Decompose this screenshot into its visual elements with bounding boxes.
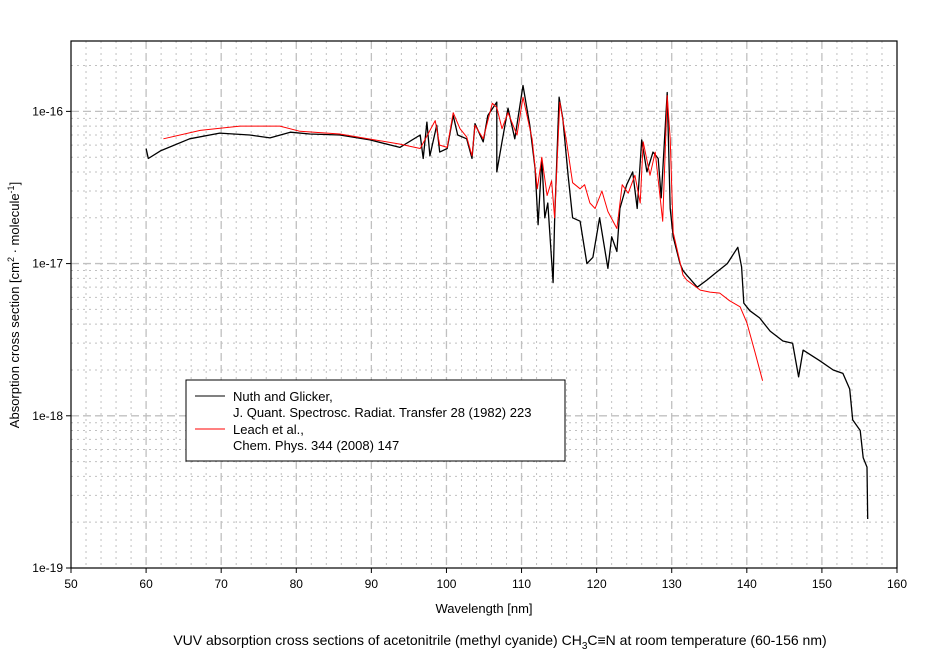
y-tick-label: 1e-16: [32, 104, 63, 118]
x-tick-label: 80: [290, 577, 304, 591]
y-tick-label: 1e-18: [32, 409, 63, 423]
ticks: 50 60 70 80 90 100 110 120 130 140 150 160 1e-19 1e-1…: [32, 104, 907, 591]
x-axis-label: Wavelength [nm]: [435, 601, 532, 616]
plot-frame: [70, 40, 898, 569]
x-tick-label: 70: [215, 577, 229, 591]
y-tick-label: 1e-19: [32, 561, 63, 575]
series-line-leach: [163, 95, 764, 381]
y-tick-label: 1e-17: [32, 257, 63, 271]
y-axis-label: Absorption cross section [cm2 · molecule…: [6, 182, 22, 428]
x-tick-label: 110: [512, 577, 531, 591]
legend-label-leach-ref: Chem. Phys. 344 (2008) 147: [233, 438, 399, 453]
x-tick-label: 50: [64, 577, 78, 591]
legend-label-leach: Leach et al.,: [233, 422, 304, 437]
x-tick-label: 60: [139, 577, 153, 591]
chart-title: VUV absorption cross sections of acetoni…: [173, 632, 826, 652]
legend-label-nuth: Nuth and Glicker,: [233, 389, 333, 404]
legend-label-nuth-ref: J. Quant. Spectrosc. Radiat. Transfer 28…: [233, 405, 531, 420]
legend-box: [185, 379, 566, 462]
x-tick-label: 130: [662, 577, 682, 591]
series-group: [145, 84, 869, 520]
legend: Nuth and Glicker, J. Quant. Spectrosc. R…: [185, 379, 566, 462]
x-tick-label: 120: [587, 577, 607, 591]
series-line-nuth-glicker: [145, 84, 869, 520]
x-tick-label: 100: [436, 577, 456, 591]
grid: [71, 41, 897, 568]
x-tick-label: 150: [812, 577, 832, 591]
x-tick-label: 160: [887, 577, 907, 591]
x-tick-label: 140: [737, 577, 757, 591]
x-tick-label: 90: [365, 577, 379, 591]
